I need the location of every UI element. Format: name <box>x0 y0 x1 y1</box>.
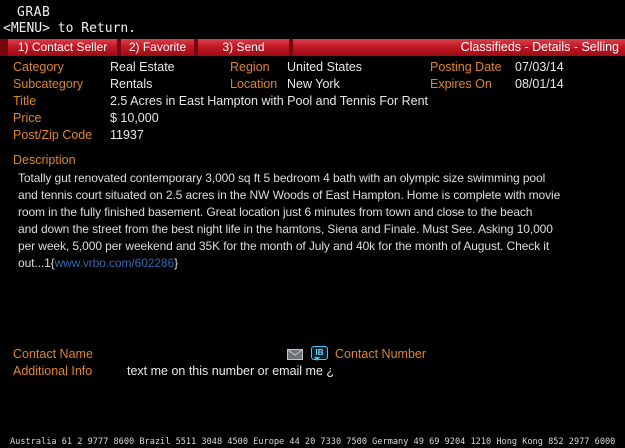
footer-phone-line-1: Australia 61 2 9777 8600 Brazil 5511 304… <box>10 436 616 447</box>
category-label: Category <box>13 60 64 74</box>
region-value: United States <box>287 60 363 74</box>
additional-info-label: Additional Info <box>13 364 93 378</box>
description-line: Totally gut renovated contemporary 3,000… <box>18 171 546 185</box>
description-line: per week, 5,000 per weekend and 35K for … <box>18 239 550 253</box>
expires-on-label: Expires On <box>430 77 492 91</box>
description-line: and tennis court situated on 2.5 acres i… <box>18 188 561 202</box>
region-label: Region <box>230 60 270 74</box>
description-line-end: out...1{ <box>18 256 55 270</box>
toolbar-divider <box>117 39 121 56</box>
price-label: Price <box>13 111 42 125</box>
additional-info-value: text me on this number or email me ¿ <box>127 364 335 378</box>
subcategory-value: Rentals <box>110 77 153 91</box>
toolbar-title: Classifieds - Details - Selling <box>460 40 619 54</box>
instant-bloomberg-chat-icon[interactable]: IB <box>311 346 328 361</box>
description-line: and down the street from the best night … <box>18 222 553 236</box>
price-value: $ 10,000 <box>110 111 159 125</box>
location-label: Location <box>230 77 278 91</box>
contact-name-label: Contact Name <box>13 347 93 361</box>
expires-on-value: 08/01/14 <box>515 77 564 91</box>
vrbo-link[interactable]: www.vrbo.com/602286 <box>54 256 175 270</box>
post-zip-label: Post/Zip Code <box>13 128 93 142</box>
category-value: Real Estate <box>110 60 175 74</box>
posting-date-value: 07/03/14 <box>515 60 564 74</box>
title-label: Title <box>13 94 37 108</box>
description-text: Totally gut renovated contemporary 3,000… <box>18 170 560 272</box>
contact-number-label: Contact Number <box>335 347 427 361</box>
email-envelope-icon[interactable] <box>287 349 303 360</box>
description-label: Description <box>13 153 76 167</box>
description-closing-brace: } <box>174 256 178 270</box>
description-line: room in the fully finished basement. Gre… <box>18 205 533 219</box>
title-value: 2.5 Acres in East Hampton with Pool and … <box>110 94 428 108</box>
terminal-footer: Australia 61 2 9777 8600 Brazil 5511 304… <box>10 416 622 448</box>
location-value: New York <box>287 77 340 91</box>
post-zip-value: 11937 <box>110 128 144 142</box>
toolbar-divider <box>194 39 198 56</box>
contact-seller-button[interactable]: 1) Contact Seller <box>17 40 108 54</box>
function-name: GRAB <box>17 5 51 20</box>
menu-return-hint: <MENU> to Return. <box>3 21 137 36</box>
toolbar-divider <box>289 39 293 56</box>
description-line: out...1{www.vrbo.com/602286} <box>18 255 560 272</box>
send-button[interactable]: 3) Send <box>222 40 265 54</box>
posting-date-label: Posting Date <box>430 60 502 74</box>
favorite-button[interactable]: 2) Favorite <box>128 40 187 54</box>
toolbar: 1) Contact Seller 2) Favorite 3) Send Cl… <box>0 39 625 56</box>
subcategory-label: Subcategory <box>13 77 84 91</box>
toolbar-divider <box>0 39 8 56</box>
